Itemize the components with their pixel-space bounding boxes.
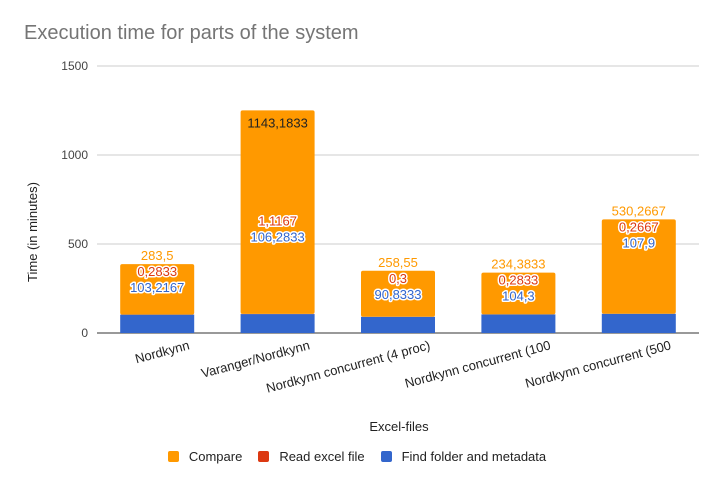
bar-segment — [481, 272, 556, 315]
bar-segment — [120, 314, 195, 333]
data-label: 530,2667 — [612, 203, 666, 218]
data-label: 90,8333 — [375, 287, 422, 302]
data-label: 106,2833 — [250, 230, 304, 245]
y-tick-label: 1500 — [61, 59, 88, 73]
x-tick-label: Nordkynn — [133, 337, 191, 366]
data-label: 0,2667 — [619, 219, 659, 234]
y-tick-label: 1000 — [61, 148, 88, 162]
legend-label: Find folder and metadata — [401, 449, 547, 464]
data-label: 103,2167 — [130, 280, 184, 295]
legend-swatch — [380, 451, 392, 462]
y-tick-label: 0 — [81, 326, 88, 340]
y-axis-ticks: 0 500 1000 1500 — [61, 59, 88, 340]
data-label: 258,55 — [378, 255, 418, 270]
bar-segment — [361, 270, 435, 317]
legend-item[interactable]: Read excel file — [258, 449, 365, 464]
legend-swatch — [258, 451, 270, 462]
bar-segment — [481, 314, 556, 333]
bar-segment — [120, 264, 195, 315]
data-label: 1143,1833 — [247, 115, 308, 130]
x-axis-title: Excel-files — [369, 419, 429, 434]
bar-segment — [601, 219, 676, 314]
chart-title: Execution time for parts of the system — [24, 22, 359, 44]
y-axis-title: Time (in minutes) — [25, 182, 40, 282]
legend-item[interactable]: Find folder and metadata — [380, 449, 547, 464]
data-label: 1,1167 — [258, 214, 297, 229]
legend: Compare Read excel file Find folder and me… — [0, 449, 714, 465]
legend-item[interactable]: Compare — [167, 449, 243, 464]
data-label: 104,3 — [502, 289, 535, 304]
y-tick-label: 500 — [68, 237, 88, 251]
data-label: 0,2833 — [499, 273, 539, 288]
legend-swatch — [167, 451, 179, 462]
bar-segment — [240, 314, 315, 333]
data-label: 0,3 — [389, 271, 407, 286]
data-labels: 283,50,2833103,21671143,18331,1167106,28… — [129, 115, 666, 305]
legend-label: Read excel file — [279, 449, 365, 464]
data-label: 0,2833 — [137, 264, 177, 279]
data-label: 234,3833 — [491, 257, 545, 272]
bars — [120, 110, 676, 333]
bar-segment — [240, 110, 315, 314]
data-label: 107,9 — [623, 235, 656, 250]
bar-segment — [361, 316, 435, 333]
bar-segment — [601, 313, 676, 333]
data-label: 283,5 — [141, 248, 174, 263]
legend-label: Compare — [188, 449, 243, 464]
